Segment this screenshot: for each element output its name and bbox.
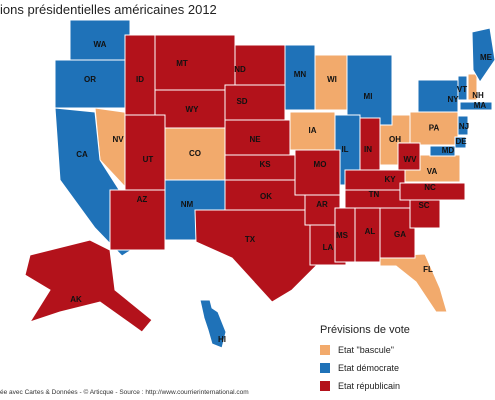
state (467, 73, 478, 101)
state (224, 84, 286, 121)
state-label: WV (404, 155, 418, 164)
state-label: UT (143, 155, 154, 164)
state-label: AR (316, 200, 328, 209)
legend-swatch (320, 363, 330, 373)
map-title: ions présidentielles américaines 2012 (0, 2, 217, 17)
state-label: NC (424, 183, 436, 192)
state-label: VT (457, 85, 467, 94)
state-label: FL (423, 265, 433, 274)
state-label: IL (341, 145, 348, 154)
state (457, 115, 469, 136)
state-label: ME (480, 53, 493, 62)
state (379, 207, 416, 259)
state-label: CA (76, 150, 88, 159)
state-label: AK (70, 295, 82, 304)
state (429, 145, 456, 157)
state (397, 142, 421, 171)
state-label: DE (455, 137, 467, 146)
state-label: TN (369, 190, 380, 199)
state-label: IA (309, 126, 317, 135)
state-label: LA (323, 243, 334, 252)
state-label: OR (84, 75, 96, 84)
legend: Etat "bascule" Etat démocrate Etat républi… (320, 345, 400, 391)
state-label: MA (474, 101, 487, 110)
legend-label: Etat démocrate (338, 363, 399, 373)
state-label: PA (429, 124, 440, 133)
state-label: NY (447, 95, 459, 104)
state (354, 207, 381, 263)
state (194, 209, 323, 303)
legend-swatch (320, 345, 330, 355)
state-label: KS (259, 160, 271, 169)
state-label: NH (472, 91, 484, 100)
states (24, 19, 495, 349)
state-label: ND (234, 65, 246, 74)
state (417, 79, 459, 113)
state (459, 101, 493, 111)
state-label: KY (384, 175, 396, 184)
state-label: NV (112, 135, 124, 144)
state-label: NE (249, 135, 261, 144)
state-label: MT (176, 59, 188, 68)
state (199, 299, 227, 349)
state-label: MD (442, 146, 455, 155)
legend-title: Prévisions de vote (320, 324, 410, 336)
state-label: WI (327, 75, 337, 84)
state-label: WA (94, 40, 107, 49)
state-label: NJ (459, 122, 469, 131)
state (346, 54, 393, 126)
state (24, 239, 153, 333)
state-label: IN (364, 145, 372, 154)
legend-label: Etat républicain (338, 381, 400, 391)
state (344, 169, 406, 191)
legend-label: Etat "bascule" (338, 345, 394, 355)
footer: ée avec Cartes & Données - © Articque - … (0, 388, 249, 396)
state-label: CO (189, 149, 201, 158)
state-label: OK (260, 192, 272, 201)
state-label: GA (394, 230, 406, 239)
legend-swatch (320, 381, 330, 391)
state (454, 136, 467, 149)
state-label: OH (389, 135, 401, 144)
state-label: VA (427, 167, 438, 176)
state-label: AZ (137, 195, 148, 204)
state-label: SC (418, 201, 429, 210)
state-label: AL (365, 227, 376, 236)
state (471, 27, 495, 83)
state-label: WY (186, 105, 200, 114)
state (294, 149, 341, 196)
state-label: TX (245, 235, 256, 244)
state-label: MN (294, 70, 307, 79)
state-label: SD (236, 97, 247, 106)
state-label: HI (218, 335, 226, 344)
state-label: ID (136, 75, 144, 84)
state (124, 114, 166, 191)
state-label: NM (181, 200, 194, 209)
state-label: MI (364, 92, 373, 101)
state (154, 34, 236, 91)
state (399, 182, 466, 201)
state-label: MS (336, 231, 349, 240)
state (109, 189, 166, 251)
state-label: MO (314, 160, 327, 169)
state (379, 253, 448, 313)
state (457, 75, 468, 101)
